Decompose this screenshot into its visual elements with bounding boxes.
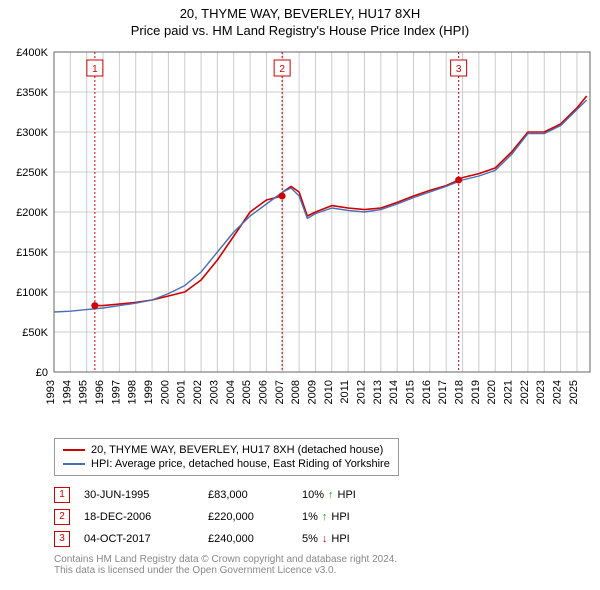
event-price: £220,000 <box>208 511 288 523</box>
event-pct: 1% <box>302 511 318 523</box>
event-row: 3 04-OCT-2017 £240,000 5% ↓HPI <box>54 528 584 550</box>
event-price: £240,000 <box>208 533 288 545</box>
legend-swatch <box>63 463 85 465</box>
svg-text:2013: 2013 <box>372 380 384 404</box>
event-hpi-suffix: HPI <box>331 533 349 545</box>
title-subtitle: Price paid vs. HM Land Registry's House … <box>0 23 600 38</box>
legend-item: 20, THYME WAY, BEVERLEY, HU17 8XH (detac… <box>63 443 390 457</box>
svg-text:2019: 2019 <box>470 380 482 404</box>
svg-text:2006: 2006 <box>257 380 269 404</box>
event-date: 04-OCT-2017 <box>84 533 194 545</box>
event-pct: 10% <box>302 489 324 501</box>
svg-text:£50K: £50K <box>22 327 48 339</box>
svg-text:£250K: £250K <box>16 167 48 179</box>
event-marker-box: 2 <box>54 509 70 525</box>
svg-text:2011: 2011 <box>339 380 351 404</box>
legend-swatch <box>63 449 85 451</box>
svg-text:2018: 2018 <box>454 380 466 404</box>
attribution-line2: This data is licensed under the Open Gov… <box>54 565 584 576</box>
svg-text:2021: 2021 <box>503 380 515 404</box>
attribution: Contains HM Land Registry data © Crown c… <box>54 554 584 576</box>
svg-text:2014: 2014 <box>388 380 400 404</box>
svg-text:1994: 1994 <box>61 380 73 404</box>
event-table: 130-JUN-1995£83,00010%↑HPI218-DEC-2006£2… <box>54 484 584 550</box>
svg-text:2007: 2007 <box>274 380 286 404</box>
title-address: 20, THYME WAY, BEVERLEY, HU17 8XH <box>0 6 600 21</box>
svg-text:£300K: £300K <box>16 127 48 139</box>
svg-text:2012: 2012 <box>355 380 367 404</box>
event-marker-box: 1 <box>54 487 70 503</box>
event-hpi-suffix: HPI <box>331 511 349 523</box>
event-pct: 5% <box>302 533 318 545</box>
svg-text:2022: 2022 <box>519 380 531 404</box>
svg-text:1998: 1998 <box>127 380 139 404</box>
svg-text:1: 1 <box>92 64 98 75</box>
svg-text:2025: 2025 <box>568 380 580 404</box>
svg-text:2009: 2009 <box>306 380 318 404</box>
event-hpi-suffix: HPI <box>338 489 356 501</box>
svg-text:2004: 2004 <box>225 380 237 404</box>
arrow-down-icon: ↓ <box>322 533 328 545</box>
arrow-up-icon: ↑ <box>328 489 334 501</box>
svg-text:1999: 1999 <box>143 380 155 404</box>
event-date: 30-JUN-1995 <box>84 489 194 501</box>
svg-text:£200K: £200K <box>16 207 48 219</box>
svg-text:2023: 2023 <box>535 380 547 404</box>
svg-text:2010: 2010 <box>323 380 335 404</box>
svg-text:2017: 2017 <box>437 380 449 404</box>
event-hpi: 10% ↑ HPI <box>302 489 356 501</box>
svg-text:2015: 2015 <box>405 380 417 404</box>
svg-text:2020: 2020 <box>486 380 498 404</box>
svg-text:1997: 1997 <box>110 380 122 404</box>
svg-text:2003: 2003 <box>208 380 220 404</box>
event-row: 2 18-DEC-2006 £220,000 1% ↑HPI <box>54 506 584 528</box>
svg-text:1996: 1996 <box>94 380 106 404</box>
svg-text:1993: 1993 <box>45 380 57 404</box>
svg-text:2000: 2000 <box>159 380 171 404</box>
event-row: 1 30-JUN-1995 £83,000 10% ↑ HPI <box>54 484 584 506</box>
svg-text:2005: 2005 <box>241 380 253 404</box>
svg-text:£0: £0 <box>36 367 48 379</box>
legend: 20, THYME WAY, BEVERLEY, HU17 8XH (detac… <box>54 438 399 476</box>
svg-text:1995: 1995 <box>78 380 90 404</box>
event-date: 18-DEC-2006 <box>84 511 194 523</box>
attribution-line1: Contains HM Land Registry data © Crown c… <box>54 554 584 565</box>
legend-item: HPI: Average price, detached house, East… <box>63 457 390 471</box>
legend-label: HPI: Average price, detached house, East… <box>91 458 390 470</box>
chart-svg: £0 £50K £100K £150K £200K £250K £300K £350K £400… <box>0 42 600 432</box>
svg-text:£400K: £400K <box>16 47 48 59</box>
event-hpi: 1% ↑HPI <box>302 511 350 523</box>
page: 20, THYME WAY, BEVERLEY, HU17 8XH Price … <box>0 0 600 576</box>
title-block: 20, THYME WAY, BEVERLEY, HU17 8XH Price … <box>0 0 600 42</box>
chart: £0 £50K £100K £150K £200K £250K £300K £350K £400… <box>0 42 600 432</box>
svg-text:2: 2 <box>279 64 285 75</box>
svg-text:3: 3 <box>456 64 462 75</box>
event-marker-box: 3 <box>54 531 70 547</box>
event-price: £83,000 <box>208 489 288 501</box>
svg-text:2008: 2008 <box>290 380 302 404</box>
svg-text:2001: 2001 <box>176 380 188 404</box>
svg-text:£150K: £150K <box>16 247 48 259</box>
legend-label: 20, THYME WAY, BEVERLEY, HU17 8XH (detac… <box>91 444 383 456</box>
svg-text:2024: 2024 <box>552 380 564 404</box>
svg-text:2002: 2002 <box>192 380 204 404</box>
arrow-up-icon: ↑ <box>322 511 328 523</box>
svg-text:£350K: £350K <box>16 87 48 99</box>
event-hpi: 5% ↓HPI <box>302 533 350 545</box>
svg-text:£100K: £100K <box>16 287 48 299</box>
svg-text:2016: 2016 <box>421 380 433 404</box>
